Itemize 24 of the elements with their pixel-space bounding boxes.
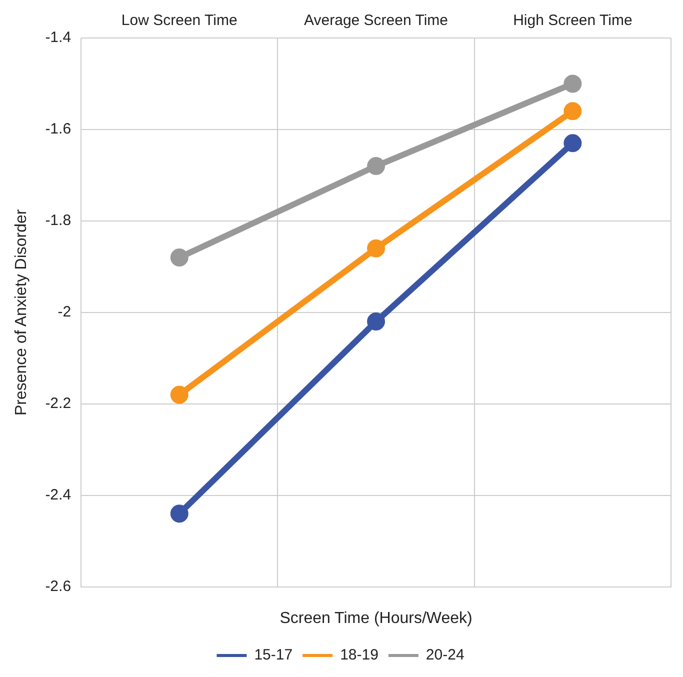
x-tick-label: High Screen Time <box>513 12 632 30</box>
x-axis-title: Screen Time (Hours/Week) <box>280 610 472 627</box>
y-axis-title: Presence of Anxiety Disorder <box>13 208 30 416</box>
point <box>564 102 582 120</box>
y-tick-label: -1.4 <box>45 29 72 46</box>
legend-label: 18-19 <box>340 646 378 664</box>
y-tick-label: -2.6 <box>45 578 72 595</box>
y-tick-label: -2.2 <box>45 395 72 412</box>
y-tick-label: -2 <box>58 304 72 321</box>
point <box>367 157 386 176</box>
point <box>564 74 582 93</box>
x-tick-label: Low Screen Time <box>121 12 238 30</box>
point <box>170 504 188 523</box>
point <box>564 134 582 152</box>
x-tick-label: Average Screen Time <box>304 12 448 30</box>
point <box>170 248 188 267</box>
legend-label: 15-17 <box>254 646 293 664</box>
point <box>367 239 386 258</box>
y-tick-label: -1.6 <box>45 120 72 138</box>
legend-label: 20-24 <box>426 646 464 664</box>
y-tick-label: -2.4 <box>45 486 72 504</box>
point <box>170 386 188 404</box>
point <box>367 312 386 331</box>
y-tick-label: -1.8 <box>45 212 72 230</box>
